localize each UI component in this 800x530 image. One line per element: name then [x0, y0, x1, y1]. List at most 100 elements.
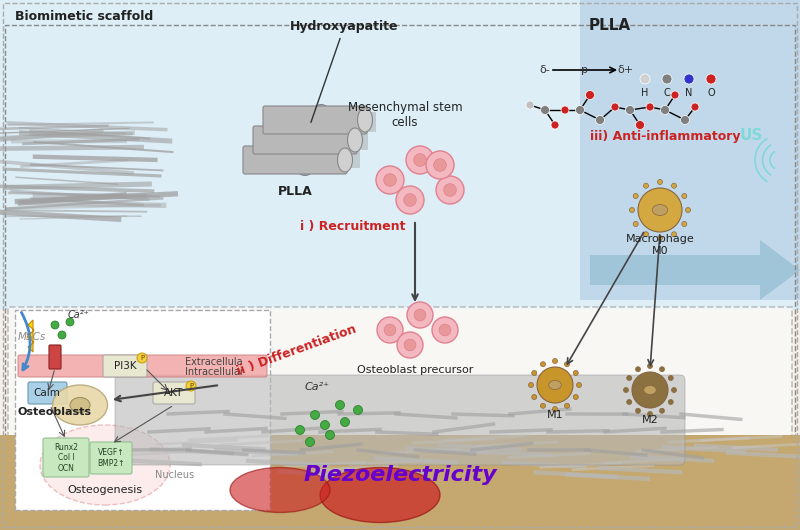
- Text: P: P: [140, 355, 144, 361]
- Circle shape: [686, 208, 690, 213]
- Circle shape: [553, 407, 558, 411]
- Circle shape: [326, 430, 334, 439]
- FancyBboxPatch shape: [28, 382, 67, 404]
- Text: Runx2
Col I
OCN: Runx2 Col I OCN: [54, 443, 78, 473]
- Circle shape: [668, 375, 674, 381]
- Circle shape: [643, 183, 649, 188]
- Ellipse shape: [549, 381, 562, 390]
- Circle shape: [682, 193, 686, 199]
- Text: p: p: [582, 65, 589, 75]
- Text: PLLA: PLLA: [278, 185, 312, 198]
- Bar: [270, 148, 360, 168]
- Circle shape: [529, 383, 534, 387]
- Circle shape: [551, 121, 559, 129]
- Text: M1: M1: [546, 410, 563, 420]
- Ellipse shape: [320, 467, 440, 523]
- Ellipse shape: [358, 108, 373, 132]
- Circle shape: [662, 74, 672, 84]
- Text: Osteoblasts: Osteoblasts: [18, 407, 92, 417]
- Ellipse shape: [652, 205, 668, 216]
- Circle shape: [444, 184, 456, 196]
- FancyBboxPatch shape: [0, 0, 800, 310]
- Ellipse shape: [301, 122, 326, 157]
- FancyBboxPatch shape: [49, 345, 61, 369]
- Circle shape: [595, 116, 605, 125]
- Circle shape: [691, 103, 699, 111]
- Circle shape: [634, 193, 638, 199]
- Circle shape: [414, 309, 426, 321]
- Text: AKT: AKT: [164, 388, 184, 398]
- Circle shape: [335, 401, 345, 410]
- Text: N: N: [686, 88, 693, 98]
- Text: Biomimetic scaffold: Biomimetic scaffold: [15, 10, 154, 23]
- Text: VEGF↑
BMP2↑: VEGF↑ BMP2↑: [98, 448, 125, 467]
- FancyBboxPatch shape: [8, 307, 792, 522]
- Bar: [0, 310, 800, 530]
- Circle shape: [630, 208, 634, 213]
- Circle shape: [635, 367, 641, 372]
- Circle shape: [646, 103, 654, 111]
- Text: MSCs: MSCs: [18, 332, 46, 342]
- Circle shape: [626, 375, 632, 381]
- Circle shape: [661, 105, 670, 114]
- Circle shape: [526, 101, 534, 109]
- Circle shape: [58, 331, 66, 339]
- Circle shape: [574, 370, 578, 375]
- Text: Mesenchymal stem
cells: Mesenchymal stem cells: [348, 101, 462, 129]
- Circle shape: [632, 372, 668, 408]
- Circle shape: [137, 353, 147, 363]
- Text: δ+: δ+: [617, 65, 633, 75]
- Circle shape: [577, 383, 582, 387]
- Circle shape: [407, 302, 433, 328]
- Text: Osteogenesis: Osteogenesis: [67, 485, 142, 495]
- Circle shape: [565, 403, 570, 408]
- Text: Macrophage
M0: Macrophage M0: [626, 234, 694, 256]
- Circle shape: [321, 420, 330, 429]
- Circle shape: [638, 188, 682, 232]
- Circle shape: [635, 120, 645, 129]
- Ellipse shape: [644, 385, 656, 394]
- Text: H: H: [642, 88, 649, 98]
- Circle shape: [306, 437, 314, 446]
- Circle shape: [643, 232, 649, 237]
- FancyBboxPatch shape: [253, 126, 357, 154]
- Circle shape: [384, 174, 396, 187]
- FancyBboxPatch shape: [243, 146, 347, 174]
- FancyBboxPatch shape: [103, 355, 147, 377]
- Text: Nucleus: Nucleus: [155, 470, 194, 480]
- Circle shape: [406, 146, 434, 174]
- Circle shape: [658, 180, 662, 184]
- Circle shape: [640, 74, 650, 84]
- Circle shape: [635, 408, 641, 413]
- Text: C: C: [664, 88, 670, 98]
- Circle shape: [659, 367, 665, 372]
- Circle shape: [561, 106, 569, 114]
- Ellipse shape: [70, 398, 90, 412]
- Text: Ca²⁺: Ca²⁺: [68, 310, 90, 320]
- Circle shape: [681, 116, 690, 125]
- Ellipse shape: [338, 148, 353, 172]
- Circle shape: [682, 222, 686, 226]
- Ellipse shape: [309, 104, 334, 139]
- Circle shape: [384, 324, 396, 336]
- Text: Intracellular: Intracellular: [185, 367, 244, 377]
- Circle shape: [671, 387, 677, 393]
- Text: Osteoblast precursor: Osteoblast precursor: [357, 365, 473, 375]
- Circle shape: [626, 105, 634, 114]
- Circle shape: [404, 339, 416, 351]
- Polygon shape: [27, 320, 34, 352]
- Text: Extracellula: Extracellula: [185, 357, 242, 367]
- Ellipse shape: [230, 467, 330, 513]
- Circle shape: [658, 235, 662, 241]
- Text: M2: M2: [642, 415, 658, 425]
- Text: i ) Recruitment: i ) Recruitment: [300, 220, 406, 233]
- Circle shape: [310, 411, 319, 420]
- FancyBboxPatch shape: [90, 442, 132, 474]
- Circle shape: [66, 318, 74, 326]
- Ellipse shape: [40, 425, 170, 505]
- Ellipse shape: [347, 128, 362, 152]
- Circle shape: [532, 394, 537, 400]
- Text: Piezoelectricity: Piezoelectricity: [303, 465, 497, 485]
- Circle shape: [684, 74, 694, 84]
- FancyBboxPatch shape: [263, 106, 367, 134]
